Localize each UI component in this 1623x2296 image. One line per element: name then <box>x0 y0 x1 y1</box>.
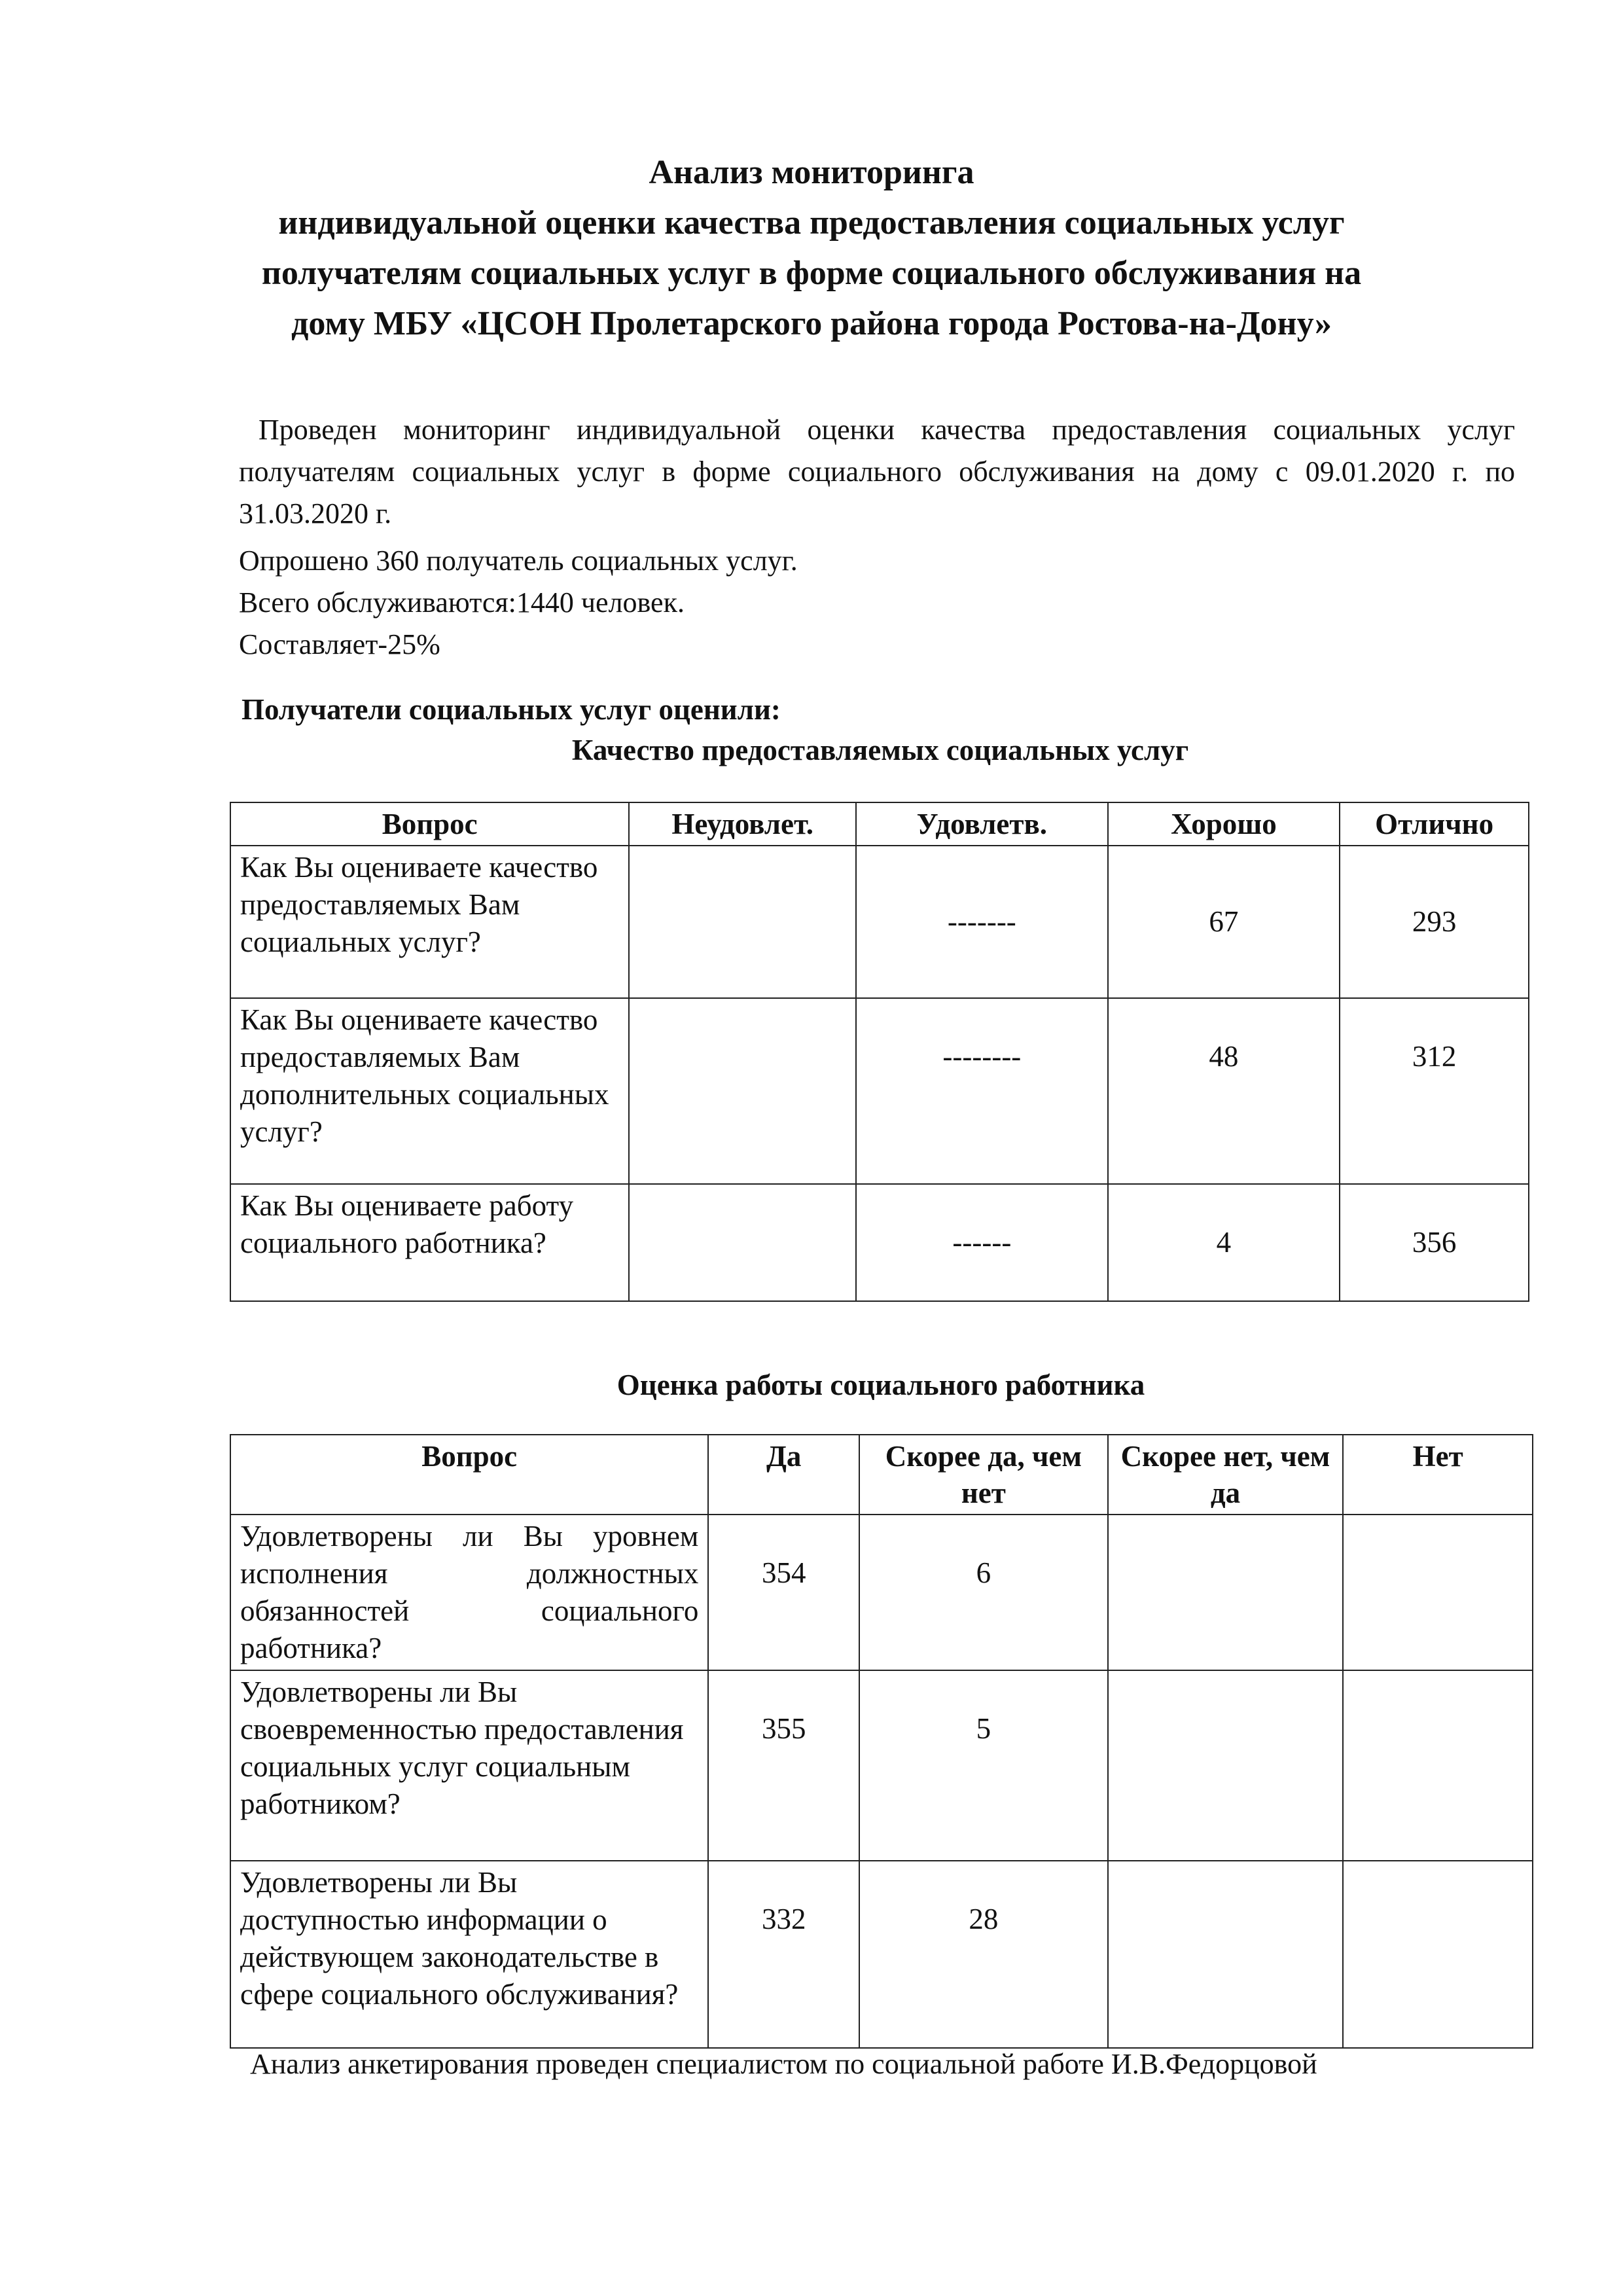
excellent-cell: 312 <box>1339 997 1529 1185</box>
rather-no-cell <box>1107 1670 1344 1861</box>
table-header-row: Вопрос Да Скорее да, чем нет Скорее нет,… <box>229 1434 1533 1515</box>
title-line: дому МБУ «ЦСОН Пролетарского района горо… <box>291 305 1332 342</box>
question-cell: Удовлетворены ли Вы доступностью информа… <box>229 1860 709 2049</box>
table-row: Как Вы оцениваете качество предоставляем… <box>229 997 1529 1185</box>
header-cell: Скорее да, чем нет <box>859 1434 1109 1515</box>
table-row: Удовлетворены ли Вы своевременностью пре… <box>229 1670 1533 1861</box>
yes-cell: 354 <box>707 1514 861 1671</box>
rather-yes-cell: 28 <box>859 1860 1109 2049</box>
unsatisfactory-cell <box>628 845 857 999</box>
footer-note: Анализ анкетирования проведен специалист… <box>250 2048 1317 2080</box>
header-cell: Неудовлет. <box>628 802 857 846</box>
satisfactory-cell: -------- <box>855 997 1109 1185</box>
table-row: Как Вы оцениваете качество предоставляем… <box>229 845 1529 999</box>
unsatisfactory-cell <box>628 997 857 1185</box>
worker-evaluation-table: Вопрос Да Скорее да, чем нет Скорее нет,… <box>229 1434 1533 2049</box>
title-line: индивидуальной оценки качества предостав… <box>278 204 1345 242</box>
rather-no-cell <box>1107 1514 1344 1671</box>
question-cell: Удовлетворены ли Вы своевременностью пре… <box>229 1670 709 1861</box>
header-cell: Вопрос <box>229 1434 709 1515</box>
intro-block: Проведен мониторинг индивидуальной оценк… <box>239 409 1515 666</box>
good-cell: 48 <box>1107 997 1341 1185</box>
no-cell <box>1342 1670 1533 1861</box>
header-cell: Скорее нет, чем да <box>1107 1434 1344 1515</box>
good-cell: 67 <box>1107 845 1341 999</box>
table2-caption: Оценка работы социального работника <box>616 1369 1145 1401</box>
rather-yes-cell: 6 <box>859 1514 1109 1671</box>
header-cell: Хорошо <box>1107 802 1341 846</box>
share-percent: Составляет-25% <box>239 628 440 660</box>
table-header-row: Вопрос Неудовлет. Удовлетв. Хорошо Отлич… <box>229 802 1529 846</box>
document-title: Анализ мониторинга индивидуальной оценки… <box>0 147 1623 349</box>
title-line: получателям социальных услуг в форме соц… <box>261 255 1362 292</box>
header-cell: Вопрос <box>229 802 630 846</box>
header-cell: Нет <box>1342 1434 1533 1515</box>
question-cell: Как Вы оцениваете качество предоставляем… <box>229 997 630 1185</box>
satisfactory-cell: ------- <box>855 845 1109 999</box>
question-cell: Как Вы оцениваете работу социального раб… <box>229 1183 630 1302</box>
satisfactory-cell: ------ <box>855 1183 1109 1302</box>
header-cell: Отлично <box>1339 802 1529 846</box>
yes-cell: 355 <box>707 1670 861 1861</box>
table-row: Удовлетворены ли Вы уровнем исполнения д… <box>229 1514 1533 1671</box>
no-cell <box>1342 1860 1533 2049</box>
header-cell: Да <box>707 1434 861 1515</box>
section-heading: Получатели социальных услуг оценили: <box>241 693 781 726</box>
question-cell: Как Вы оцениваете качество предоставляем… <box>229 845 630 999</box>
title-line: Анализ мониторинга <box>649 154 974 191</box>
rather-no-cell <box>1107 1860 1344 2049</box>
table-row: Как Вы оцениваете работу социального раб… <box>229 1183 1529 1302</box>
total-served: Всего обслуживаются:1440 человек. <box>239 586 685 619</box>
table-row: Удовлетворены ли Вы доступностью информа… <box>229 1860 1533 2049</box>
table1-caption: Качество предоставляемых социальных услу… <box>571 734 1189 766</box>
excellent-cell: 356 <box>1339 1183 1529 1302</box>
quality-table: Вопрос Неудовлет. Удовлетв. Хорошо Отлич… <box>229 802 1529 1302</box>
yes-cell: 332 <box>707 1860 861 2049</box>
surveyed-count: Опрошено 360 получатель социальных услуг… <box>239 545 798 577</box>
rather-yes-cell: 5 <box>859 1670 1109 1861</box>
header-cell: Удовлетв. <box>855 802 1109 846</box>
no-cell <box>1342 1514 1533 1671</box>
question-cell: Удовлетворены ли Вы уровнем исполнения д… <box>229 1514 709 1671</box>
intro-paragraph: Проведен мониторинг индивидуальной оценк… <box>239 414 1515 529</box>
excellent-cell: 293 <box>1339 845 1529 999</box>
good-cell: 4 <box>1107 1183 1341 1302</box>
unsatisfactory-cell <box>628 1183 857 1302</box>
